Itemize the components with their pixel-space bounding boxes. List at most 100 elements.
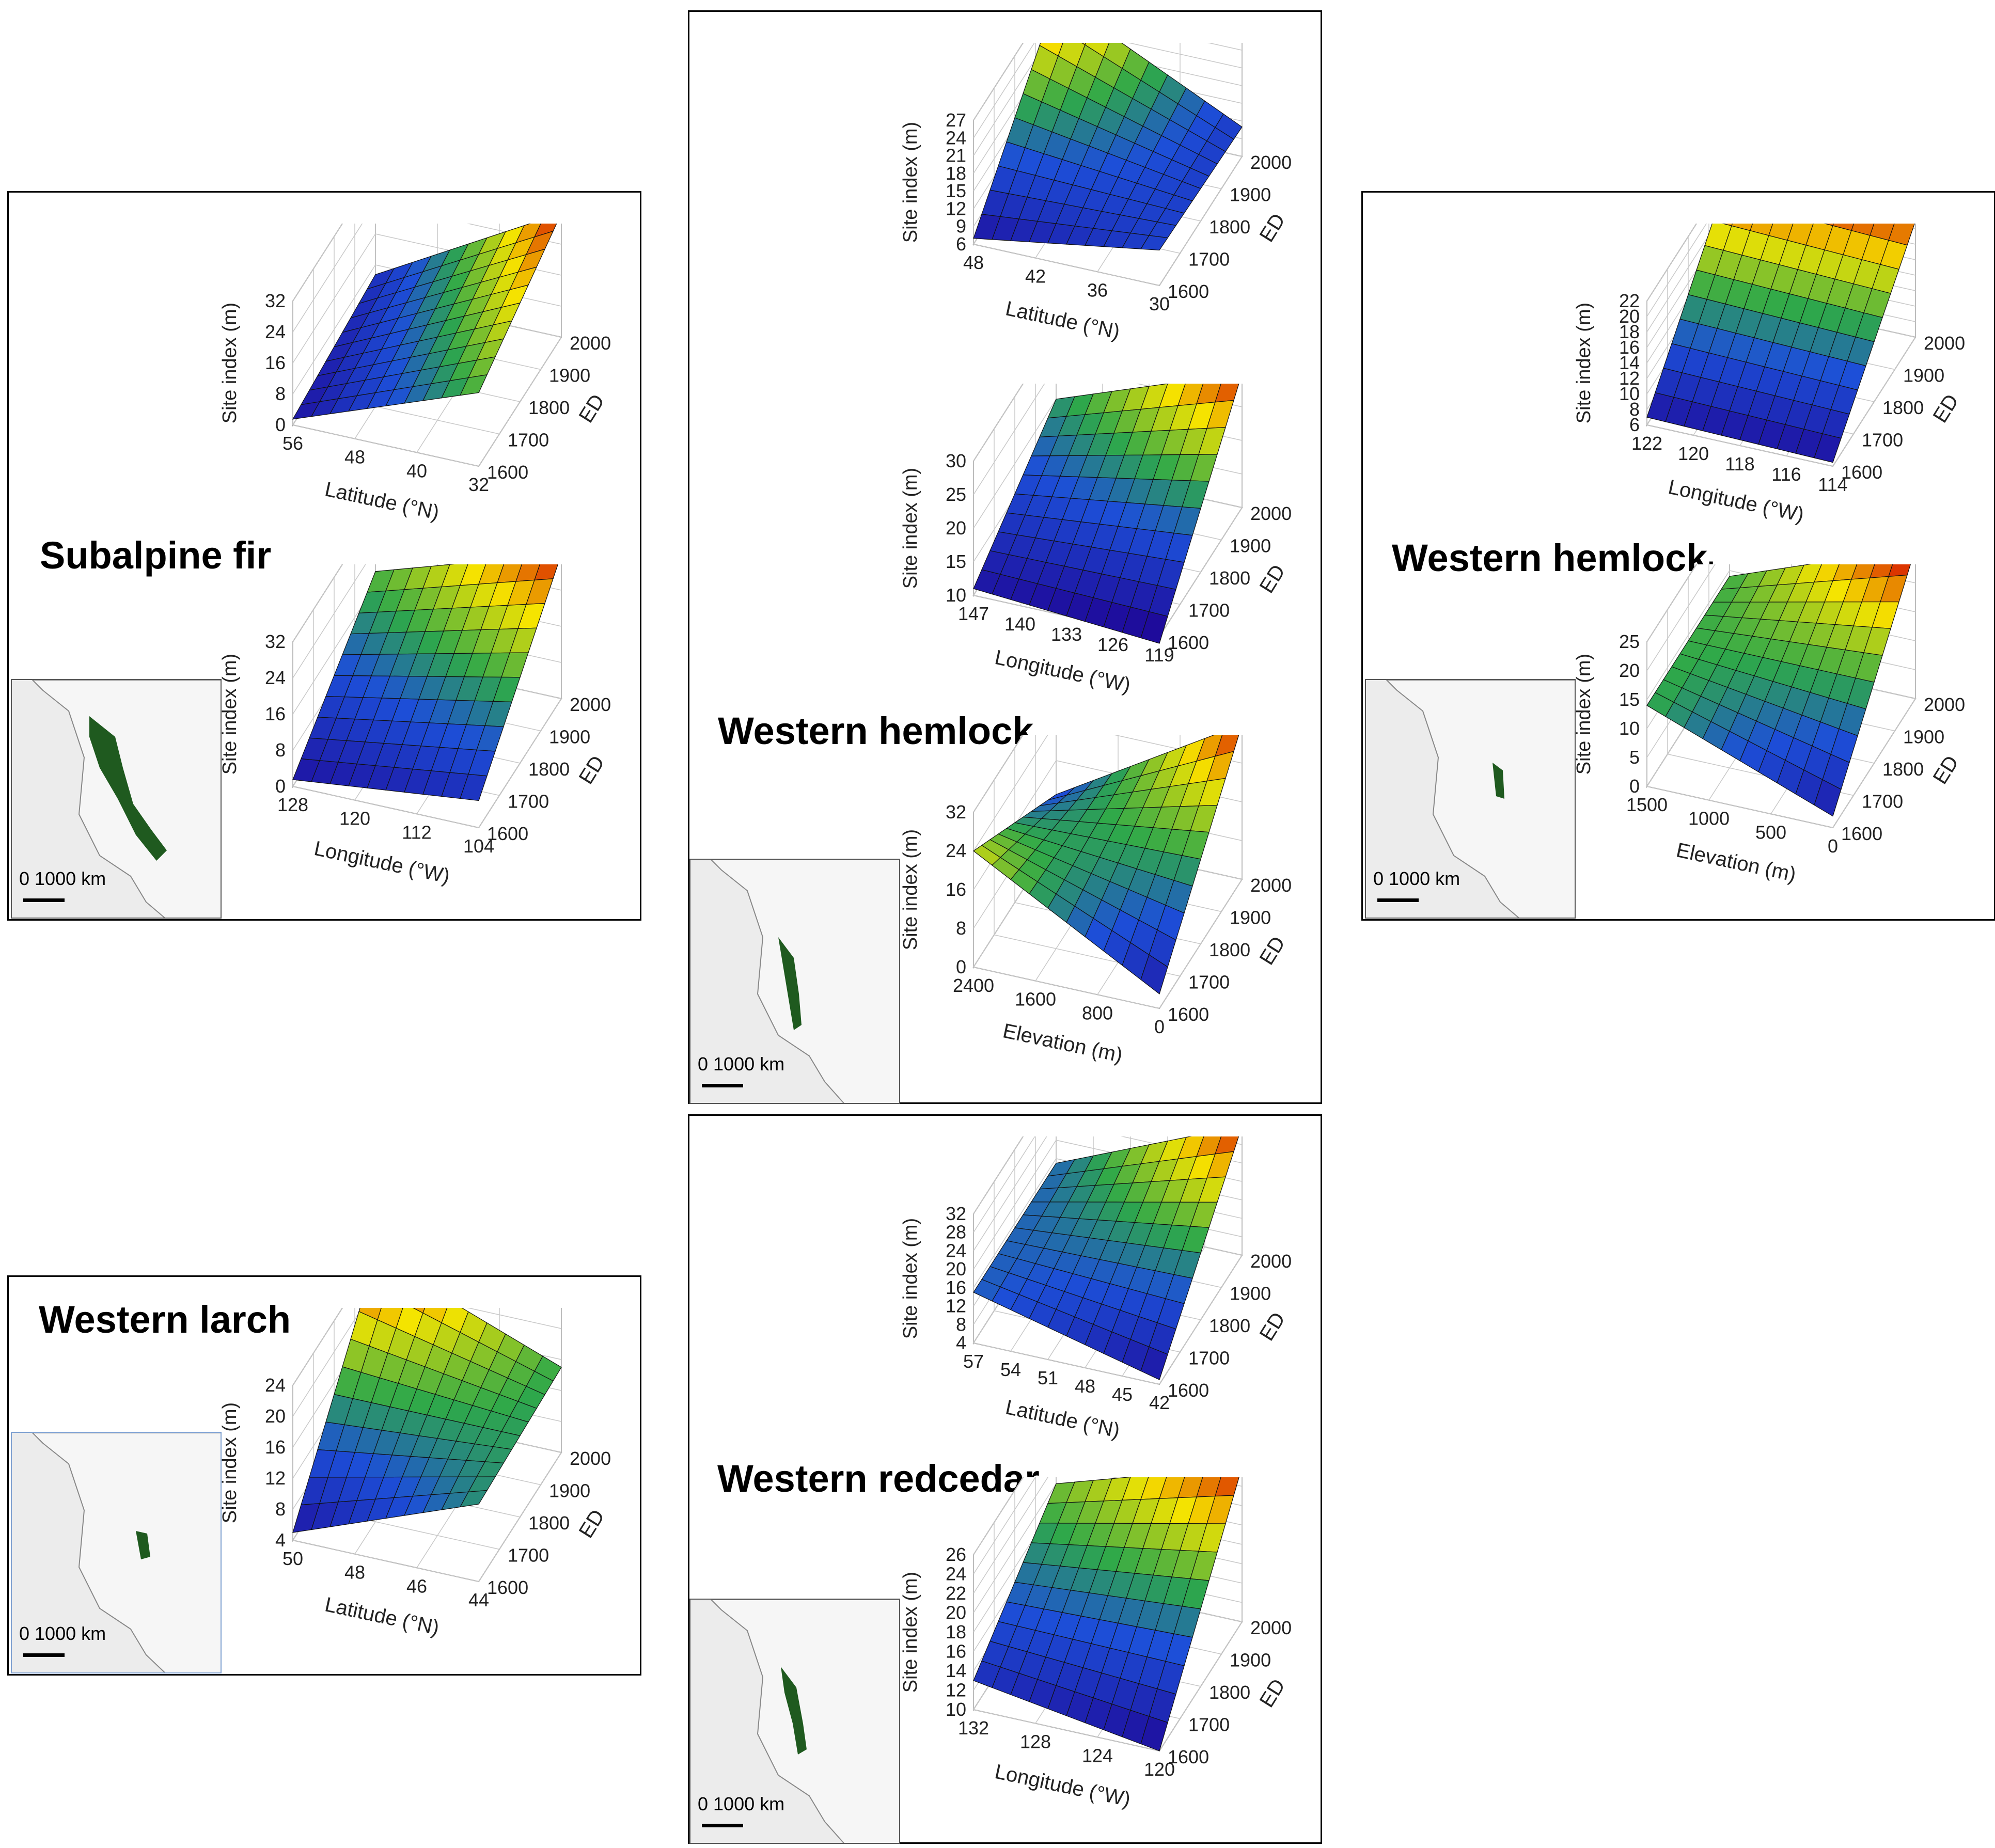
z-tick-label: 12 bbox=[946, 1296, 966, 1317]
map-scale-label: 0 1000 km bbox=[698, 1793, 785, 1814]
panel-western-redcedar-c: Western redcedarc 0 1000 km 481216202428… bbox=[688, 1114, 1322, 1844]
z-tick-label: 8 bbox=[275, 383, 286, 404]
x-tick-label: 116 bbox=[1771, 464, 1801, 485]
x-tick-label: 2400 bbox=[953, 975, 994, 996]
y-tick-label: 1800 bbox=[1209, 216, 1250, 238]
z-tick-label: 25 bbox=[946, 484, 966, 505]
z-gridline bbox=[292, 1308, 343, 1386]
z-tick-label: 16 bbox=[946, 879, 966, 900]
z-tick-label: 22 bbox=[946, 1583, 966, 1604]
x-axis-label: Latitude (°N) bbox=[1003, 1396, 1122, 1442]
y-tick-label: 1800 bbox=[1882, 759, 1924, 780]
z-gridline bbox=[1646, 224, 1916, 317]
species-title: Subalpine fir bbox=[40, 534, 272, 577]
surface bbox=[973, 43, 1243, 251]
y-axis-label: ED bbox=[1255, 933, 1290, 969]
x-tick-label: 0 bbox=[1828, 835, 1838, 857]
z-tick-label: 24 bbox=[265, 667, 286, 688]
z-tick-label: 6 bbox=[956, 233, 966, 255]
y-tick-label: 1700 bbox=[1188, 249, 1230, 270]
z-tick-label: 15 bbox=[946, 180, 966, 201]
surface-cell bbox=[1140, 1346, 1168, 1380]
surface bbox=[1646, 564, 1911, 817]
range-map bbox=[1366, 680, 1575, 918]
y-tick-label: 1800 bbox=[1209, 939, 1250, 960]
y-gridline bbox=[973, 1214, 1160, 1385]
x-tick-label: 118 bbox=[1725, 453, 1754, 475]
x-axis-label: Elevation (m) bbox=[1674, 839, 1798, 886]
surface-cell bbox=[1140, 1716, 1168, 1751]
species-title: Western hemlocki bbox=[1392, 536, 1715, 586]
x-axis-label: Elevation (m) bbox=[1001, 1019, 1125, 1067]
y-tick-label: 1600 bbox=[1168, 1380, 1209, 1401]
y-tick-label: 1700 bbox=[1188, 1348, 1230, 1369]
surface-plot-larch-latitude: 48121620245048464416001700180019002000Si… bbox=[219, 1308, 611, 1639]
x-tick-label: 104 bbox=[463, 835, 494, 857]
x-tick-label: 50 bbox=[282, 1548, 303, 1569]
z-tick-label: 5 bbox=[1629, 747, 1640, 768]
z-tick-label: 12 bbox=[946, 198, 966, 219]
x-tick-label: 1000 bbox=[1688, 808, 1730, 829]
z-axis-label: Site index (m) bbox=[219, 303, 241, 423]
z-tick-label: 22 bbox=[1619, 290, 1640, 311]
z-tick-label: 30 bbox=[946, 450, 966, 471]
y-tick-label: 1600 bbox=[1168, 632, 1209, 653]
y-axis-label: ED bbox=[1255, 1675, 1290, 1711]
z-gridline bbox=[973, 384, 1024, 462]
z-tick-label: 12 bbox=[946, 1680, 966, 1701]
y-tick-label: 1800 bbox=[528, 397, 570, 418]
z-tick-label: 14 bbox=[946, 1660, 966, 1681]
z-tick-label: 24 bbox=[265, 321, 286, 342]
range-map-inset: 0 1000 km bbox=[1365, 679, 1576, 919]
map-scale-label: 0 1000 km bbox=[19, 868, 106, 889]
y-tick-label: 1800 bbox=[1209, 1682, 1250, 1703]
range-map bbox=[12, 1433, 221, 1672]
z-tick-label: 32 bbox=[946, 801, 966, 823]
x-tick-label: 800 bbox=[1082, 1002, 1113, 1023]
z-tick-label: 15 bbox=[946, 551, 966, 572]
x-tick-label: 132 bbox=[958, 1717, 989, 1739]
z-gridline bbox=[973, 1477, 1024, 1555]
z-axis-label: Site index (m) bbox=[900, 122, 921, 243]
z-axis-label: Site index (m) bbox=[1573, 303, 1595, 423]
range-map-inset: 0 1000 km bbox=[689, 859, 900, 1104]
x-tick-label: 42 bbox=[1025, 266, 1046, 287]
y-tick-label: 2000 bbox=[1250, 1617, 1292, 1638]
y-tick-label: 1700 bbox=[1188, 1714, 1230, 1735]
z-tick-label: 0 bbox=[1629, 776, 1640, 797]
y-gridline bbox=[973, 120, 1160, 286]
z-tick-label: 8 bbox=[956, 1314, 966, 1335]
z-axis-label: Site index (m) bbox=[1573, 654, 1595, 775]
surface-cell bbox=[1140, 611, 1168, 644]
z-tick-label: 24 bbox=[265, 1375, 286, 1396]
x-tick-label: 128 bbox=[1020, 1731, 1051, 1752]
z-gridline bbox=[973, 1136, 1024, 1214]
y-tick-label: 1700 bbox=[1188, 972, 1230, 993]
y-axis-label: ED bbox=[575, 390, 609, 427]
z-tick-label: 4 bbox=[956, 1332, 966, 1353]
y-tick-label: 1800 bbox=[528, 1512, 570, 1534]
z-tick-label: 16 bbox=[265, 1436, 286, 1458]
z-gridline bbox=[1646, 224, 1697, 302]
range-map-inset: 0 1000 km bbox=[689, 1599, 900, 1844]
y-tick-label: 1600 bbox=[487, 823, 528, 844]
y-tick-label: 1700 bbox=[508, 791, 549, 812]
y-tick-label: 2000 bbox=[1250, 503, 1292, 524]
z-axis-label: Site index (m) bbox=[219, 1402, 241, 1523]
x-tick-label: 133 bbox=[1051, 624, 1082, 645]
x-tick-label: 120 bbox=[1144, 1759, 1175, 1780]
y-tick-label: 1800 bbox=[1209, 567, 1250, 589]
z-tick-label: 15 bbox=[1619, 689, 1640, 710]
x-tick-label: 119 bbox=[1144, 644, 1174, 666]
x-tick-label: 45 bbox=[1112, 1384, 1133, 1405]
y-gridline bbox=[292, 301, 479, 467]
y-axis-label: ED bbox=[1255, 561, 1290, 597]
z-tick-label: 26 bbox=[946, 1544, 966, 1565]
range-map bbox=[690, 860, 899, 1103]
panel-western-hemlock-i: Western hemlocki 0 1000 km 6810121416182… bbox=[1361, 191, 1995, 921]
z-tick-label: 27 bbox=[946, 109, 966, 131]
